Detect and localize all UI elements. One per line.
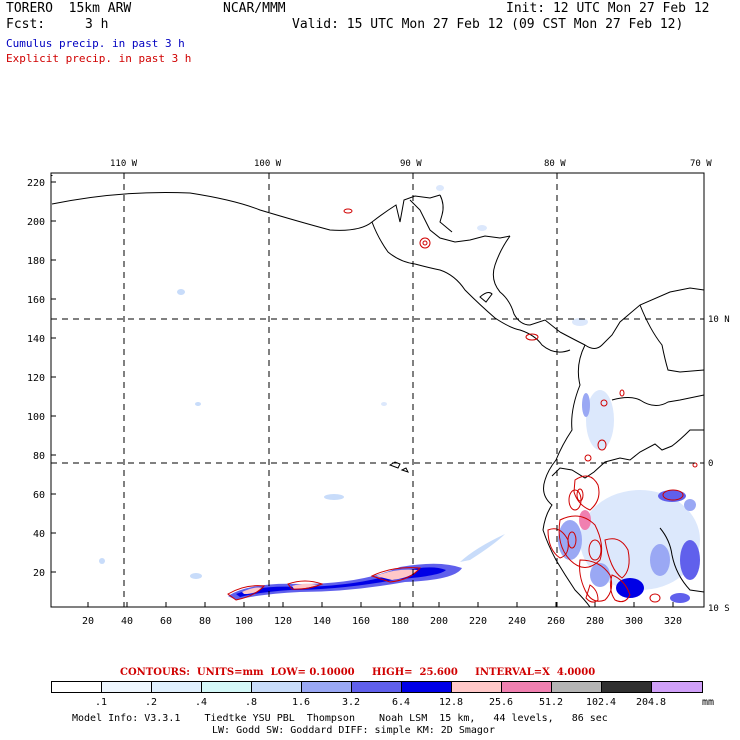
top-tick-70w: 70 W xyxy=(690,159,712,169)
top-tick-110w: 110 W xyxy=(110,159,138,169)
org-label: NCAR/MMM xyxy=(223,1,286,16)
legend-label: .4 xyxy=(194,697,208,708)
x-tick: 20 xyxy=(82,616,94,627)
legend-swatch xyxy=(151,681,202,693)
frame-tick-marks xyxy=(51,181,674,607)
legend-swatch xyxy=(101,681,152,693)
model-physics: LW: Godd SW: Goddard DIFF: simple KM: 2D… xyxy=(212,725,495,736)
x-tick: 120 xyxy=(274,616,292,627)
legend-swatch xyxy=(501,681,552,693)
legend-label: 6.4 xyxy=(391,697,411,708)
y-tick: 40 xyxy=(33,529,45,540)
cumulus-label: Cumulus precip. in past 3 h xyxy=(6,37,185,50)
rain-band xyxy=(228,534,505,600)
y-tick: 100 xyxy=(27,412,45,423)
legend-label: 102.4 xyxy=(585,697,617,708)
legend-label: .1 xyxy=(94,697,108,708)
legend-swatch xyxy=(201,681,252,693)
y-tick: 20 xyxy=(33,568,45,579)
top-tick-100w: 100 W xyxy=(254,159,282,169)
x-tick: 80 xyxy=(199,616,211,627)
legend-unit: mm xyxy=(702,697,715,708)
right-tick-10n: 10 N xyxy=(708,315,730,325)
y-tick: 200 xyxy=(27,217,45,228)
x-tick: 40 xyxy=(121,616,133,627)
legend-label: 12.8 xyxy=(438,697,464,708)
contours-info: CONTOURS: UNITS=mm LOW= 0.10000 HIGH= 25… xyxy=(120,667,596,678)
x-tick: 160 xyxy=(352,616,370,627)
explicit-label: Explicit precip. in past 3 h xyxy=(6,52,192,65)
x-tick: 320 xyxy=(664,616,682,627)
y-tick: 160 xyxy=(27,295,45,306)
y-tick: 120 xyxy=(27,373,45,384)
y-tick: 80 xyxy=(33,451,45,462)
x-tick: 260 xyxy=(547,616,565,627)
x-tick: 300 xyxy=(625,616,643,627)
x-axis-ticks: 20 40 60 80 100 120 140 160 180 200 220 … xyxy=(82,616,682,627)
x-tick: 280 xyxy=(586,616,604,627)
x-tick: 220 xyxy=(469,616,487,627)
legend-label: 1.6 xyxy=(291,697,311,708)
legend-swatch xyxy=(451,681,502,693)
legend-label: .2 xyxy=(144,697,158,708)
legend-swatch xyxy=(551,681,602,693)
model-title: TORERO 15km ARW xyxy=(6,1,132,16)
legend-swatch xyxy=(601,681,652,693)
map-frame xyxy=(50,172,705,608)
model-info: Model Info: V3.3.1 Tiedtke YSU PBL Thomp… xyxy=(72,713,608,724)
valid-time: Valid: 15 UTC Mon 27 Feb 12 (09 CST Mon … xyxy=(292,17,684,32)
top-tick-90w: 90 W xyxy=(400,159,422,169)
x-tick: 100 xyxy=(235,616,253,627)
legend-label: 51.2 xyxy=(538,697,564,708)
legend-label: 25.6 xyxy=(488,697,514,708)
fcst-label: Fcst: xyxy=(6,17,46,32)
y-tick: 180 xyxy=(27,256,45,267)
legend-swatch xyxy=(251,681,302,693)
x-tick: 60 xyxy=(160,616,172,627)
y-tick: 60 xyxy=(33,490,45,501)
y-tick: 220 xyxy=(27,178,45,189)
x-tick: 200 xyxy=(430,616,448,627)
explicit-contours xyxy=(227,208,698,603)
legend-label: 3.2 xyxy=(341,697,361,708)
x-tick: 240 xyxy=(508,616,526,627)
lat-lon-grid xyxy=(51,173,704,607)
coastline xyxy=(51,175,705,608)
x-tick: 140 xyxy=(313,616,331,627)
right-tick-0: 0 xyxy=(708,459,713,469)
init-time: Init: 12 UTC Mon 27 Feb 12 xyxy=(506,1,710,16)
x-tick: 180 xyxy=(391,616,409,627)
legend-swatch xyxy=(51,681,102,693)
legend-swatch xyxy=(301,681,352,693)
y-tick: 140 xyxy=(27,334,45,345)
legend-swatch xyxy=(351,681,402,693)
y-axis-ticks: 220 200 180 160 140 120 100 80 60 40 20 xyxy=(27,178,45,579)
fcst-value: 3 h xyxy=(85,17,109,32)
right-tick-10s: 10 S xyxy=(708,604,730,614)
light-precip-areas xyxy=(99,185,700,590)
legend-swatch xyxy=(651,681,703,693)
top-tick-80w: 80 W xyxy=(544,159,566,169)
legend-label: 204.8 xyxy=(635,697,667,708)
legend-label: .8 xyxy=(244,697,258,708)
legend-swatch xyxy=(401,681,452,693)
